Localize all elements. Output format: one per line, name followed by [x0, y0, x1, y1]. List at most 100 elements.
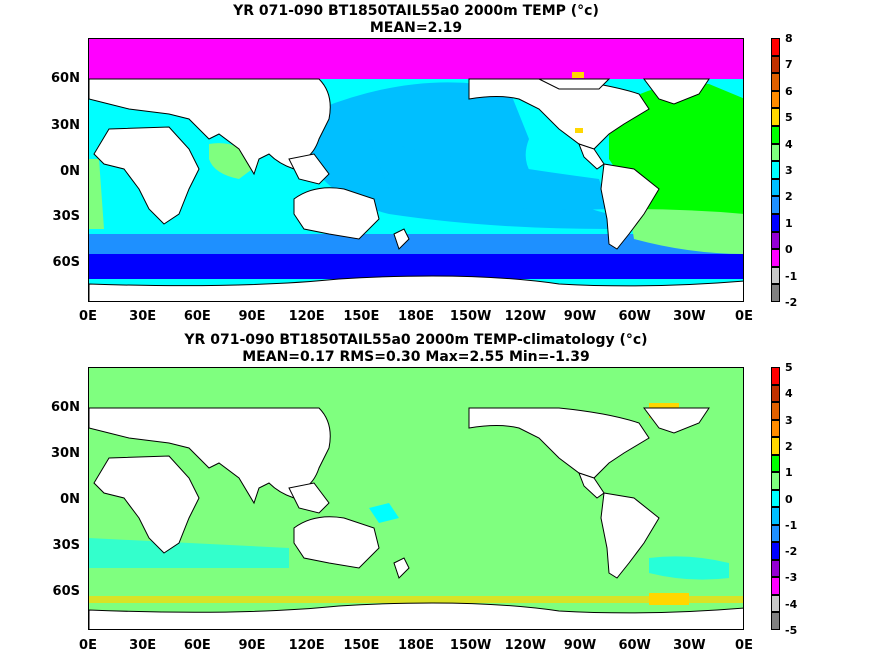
panel1-lon-label: 150E [343, 309, 380, 324]
panel1-colorbar-segment [771, 213, 780, 232]
panel2-colorbar-segment [771, 559, 780, 578]
panel1-colorbar-tick-label: 2 [785, 190, 793, 204]
panel2-colorbar [771, 367, 780, 630]
panel1-colorbar-segment [771, 161, 780, 179]
panel2-lon-label: 150W [449, 638, 492, 653]
panel1-lat-label-60n: 60N [51, 71, 80, 86]
panel1-lon-label: 150W [449, 309, 492, 324]
panel1-colorbar-segment [771, 108, 780, 126]
panel2-colorbar-segment [771, 524, 780, 543]
panel1-lon-label: 120E [288, 309, 325, 324]
panel2-colorbar-segment [771, 454, 780, 473]
panel2-map-svg [89, 368, 743, 629]
panel2-lon-label: 30E [129, 638, 157, 653]
panel2-title-line1: YR 071-090 BT1850TAIL55a0 2000m TEMP-cli… [184, 332, 648, 348]
panel1-colorbar-segment [771, 125, 780, 144]
panel2-colorbar-tick-label: 0 [785, 492, 793, 506]
panel2-colorbar-tick-label: -3 [785, 571, 798, 585]
panel1-colorbar-tick-label: 1 [785, 216, 793, 230]
panel1-title-line1: YR 071-090 BT1850TAIL55a0 2000m TEMP (°c… [233, 3, 599, 19]
panel1-colorbar-segment [771, 178, 780, 197]
panel2-lon-label: 0E [79, 638, 97, 653]
panel1-title: YR 071-090 BT1850TAIL55a0 2000m TEMP (°c… [88, 3, 744, 37]
panel2-colorbar-tick-label: 3 [785, 413, 793, 427]
panel2-colorbar-segment [771, 594, 780, 613]
panel1-colorbar-segment [771, 249, 780, 267]
panel2-colorbar-tick-label: 5 [785, 361, 793, 374]
panel1-colorbar-tick-label: 7 [785, 58, 793, 72]
panel2-colorbar-tick-label: -5 [785, 624, 798, 637]
panel2-lon-label: 90E [238, 638, 266, 653]
panel1-colorbar-segment [771, 90, 780, 109]
panel2-lon-label: 60E [183, 638, 211, 653]
panel1-colorbar-tick-label: 6 [785, 84, 793, 98]
panel1-map-svg [89, 39, 743, 301]
panel2-colorbar-segment [771, 612, 780, 630]
panel2-colorbar-tick-label: -2 [785, 545, 798, 559]
panel1-lat-label-0n: 0N [60, 164, 80, 179]
panel1-title-line2: MEAN=2.19 [369, 20, 463, 36]
panel2-lon-label: 30W [673, 638, 706, 653]
panel1-lat-label-60s: 60S [52, 255, 80, 270]
panel1-colorbar [771, 38, 780, 302]
panel1-lon-label: 120W [504, 309, 547, 324]
panel2-colorbar-segment [771, 507, 780, 525]
panel2-title-line2: MEAN=0.17 RMS=0.30 Max=2.55 Min=-1.39 [242, 349, 590, 365]
panel1-colorbar-tick-label: 4 [785, 137, 793, 151]
panel2-colorbar-segment [771, 542, 780, 560]
panel1-colorbar-tick-label: 5 [785, 111, 793, 125]
panel2-colorbar-segment [771, 489, 780, 508]
panel1-colorbar-segment [771, 231, 780, 250]
panel1-lon-label: 60W [618, 309, 651, 324]
panel2-lat-label-60n: 60N [51, 400, 80, 415]
panel1-colorbar-tick-label: 0 [785, 243, 793, 257]
panel2-colorbar-segment [771, 472, 780, 490]
panel2-colorbar-segment [771, 577, 780, 595]
panel1-lon-label: 0E [79, 309, 97, 324]
panel2-lat-label-60s: 60S [52, 584, 80, 599]
panel2-colorbar-tick-label: -1 [785, 518, 798, 532]
panel1-colorbar-tick-label: 3 [785, 164, 793, 177]
panel2-colorbar-segment [771, 402, 780, 420]
panel2-map [88, 367, 744, 630]
panel2-lat-label-30n: 30N [51, 446, 80, 461]
panel2-colorbar-segment [771, 437, 780, 455]
panel2-lon-label: 120E [288, 638, 325, 653]
panel2-lon-label: 150E [343, 638, 380, 653]
panel1-colorbar-segment [771, 196, 780, 214]
panel2-colorbar-segment [771, 384, 780, 403]
panel1-lon-label: 180E [397, 309, 435, 324]
panel1-lon-label: 30E [129, 309, 157, 324]
panel2-colorbar-tick-label: 4 [785, 387, 793, 401]
panel2-colorbar-tick-label: 2 [785, 439, 793, 453]
panel1-colorbar-segment [771, 73, 780, 91]
panel1-colorbar-tick-label: -2 [785, 296, 798, 309]
panel2-lon-label: 90W [563, 638, 597, 653]
panel1-colorbar-tick-label: 8 [785, 32, 793, 45]
panel1-colorbar-segment [771, 38, 780, 56]
panel2-lon-label: 0E [735, 638, 753, 653]
panel2-colorbar-tick-label: -4 [785, 597, 798, 611]
panel1-colorbar-segment [771, 284, 780, 302]
panel1-map [88, 38, 744, 302]
panel2-lon-label: 180E [397, 638, 435, 653]
panel1-lon-label: 0E [735, 309, 753, 324]
panel2-lat-label-0n: 0N [60, 492, 80, 507]
panel1-colorbar-segment [771, 143, 780, 162]
panel1-colorbar-tick-label: -1 [785, 269, 798, 283]
panel1-colorbar-segment [771, 266, 780, 285]
panel1-lon-label: 60E [183, 309, 211, 324]
panel1-lat-label-30n: 30N [51, 118, 80, 133]
panel1-lat-label-30s: 30S [52, 209, 80, 224]
panel2-colorbar-segment [771, 367, 780, 385]
panel2-lat-label-30s: 30S [52, 538, 80, 553]
panel1-lon-label: 90W [563, 309, 597, 324]
panel1-colorbar-segment [771, 55, 780, 74]
panel2-colorbar-segment [771, 419, 780, 438]
panel2-title: YR 071-090 BT1850TAIL55a0 2000m TEMP-cli… [88, 332, 744, 366]
panel2-colorbar-tick-label: 1 [785, 466, 793, 480]
panel2-lon-label: 60W [618, 638, 651, 653]
panel1-lon-label: 90E [238, 309, 266, 324]
panel2-lon-label: 120W [504, 638, 547, 653]
panel1-lon-label: 30W [673, 309, 706, 324]
